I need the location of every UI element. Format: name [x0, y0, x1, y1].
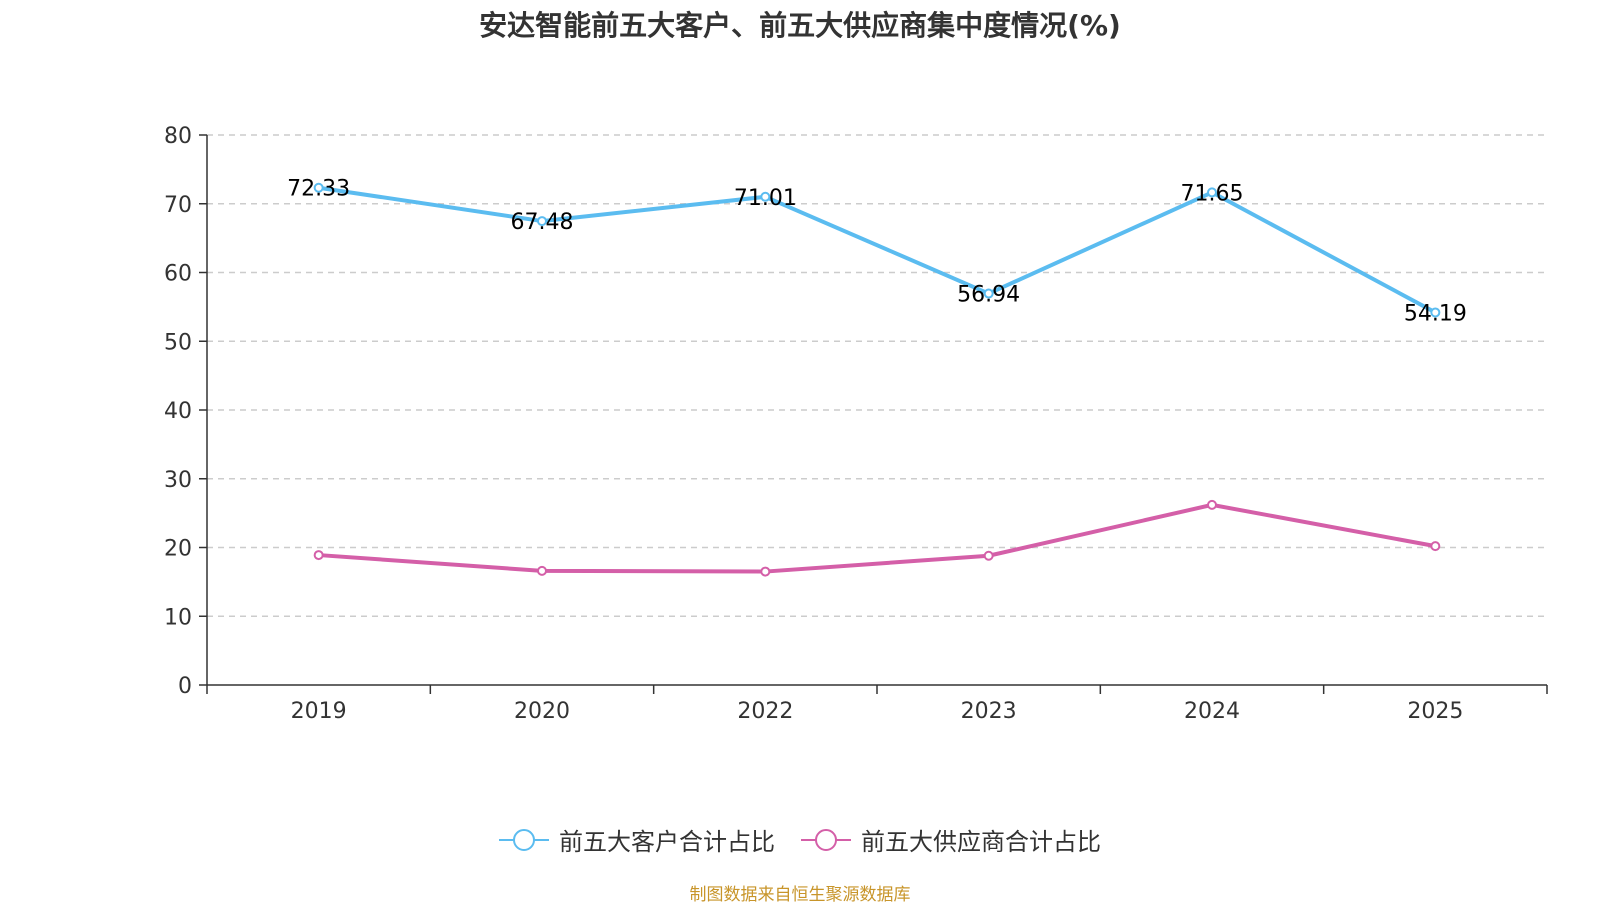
data-point — [983, 550, 994, 561]
data-point — [983, 288, 994, 299]
chart-title: 安达智能前五大客户、前五大供应商集中度情况(%) — [479, 9, 1121, 42]
legend-item-suppliers[interactable]: 前五大供应商合计占比 — [801, 822, 1101, 857]
legend: 前五大客户合计占比 前五大供应商合计占比 — [0, 822, 1600, 857]
y-tick-label: 80 — [164, 124, 192, 149]
y-tick-label: 40 — [164, 399, 192, 424]
data-label: 71.01 — [734, 186, 797, 211]
x-tick-label: 2024 — [1184, 699, 1240, 724]
data-point — [313, 182, 324, 193]
data-label: 71.65 — [1181, 181, 1244, 206]
data-point — [313, 550, 324, 561]
y-tick-label: 0 — [178, 674, 192, 699]
x-tick-label: 2025 — [1407, 699, 1463, 724]
y-tick-label: 70 — [164, 193, 192, 218]
data-point — [1207, 499, 1217, 510]
legend-line-circle-icon — [801, 828, 851, 851]
y-tick-label: 30 — [164, 468, 192, 493]
source-note: 制图数据来自恒生聚源数据库 — [689, 885, 911, 905]
legend-item-customers[interactable]: 前五大客户合计占比 — [499, 822, 775, 857]
x-tick-label: 2023 — [961, 699, 1017, 724]
data-label: 54.19 — [1404, 301, 1467, 326]
legend-line-circle-icon — [499, 828, 549, 851]
data-point — [1430, 541, 1441, 552]
legend-label-suppliers: 前五大供应商合计占比 — [861, 828, 1101, 856]
y-tick-label: 20 — [164, 537, 192, 562]
axes: 0 10 20 30 40 50 60 70 80 2019 2020 2022 2023 2024 202… — [164, 124, 1548, 724]
y-tick-label: 60 — [164, 262, 192, 287]
data-label: 67.48 — [511, 210, 574, 235]
series-line-0 — [318, 185, 1437, 315]
x-tick-label: 2019 — [291, 699, 347, 724]
legend-label-customers: 前五大客户合计占比 — [559, 828, 775, 856]
data-point — [1207, 187, 1217, 198]
series — [313, 182, 1441, 577]
x-tick-label: 2022 — [737, 699, 793, 724]
data-point — [1430, 307, 1441, 318]
data-point — [537, 216, 547, 227]
data-label: 72.33 — [287, 177, 350, 202]
grid-lines — [207, 134, 1547, 617]
data-point — [537, 565, 547, 576]
data-point — [760, 191, 771, 202]
series-line-1 — [318, 502, 1436, 574]
data-label: 56.94 — [957, 283, 1020, 308]
data-labels: 72.33 67.48 71.01 56.94 71.65 54.19 — [287, 177, 1467, 327]
y-tick-label: 50 — [164, 330, 192, 355]
data-point — [760, 566, 771, 577]
y-tick-label: 10 — [164, 605, 192, 630]
x-tick-label: 2020 — [514, 699, 570, 724]
